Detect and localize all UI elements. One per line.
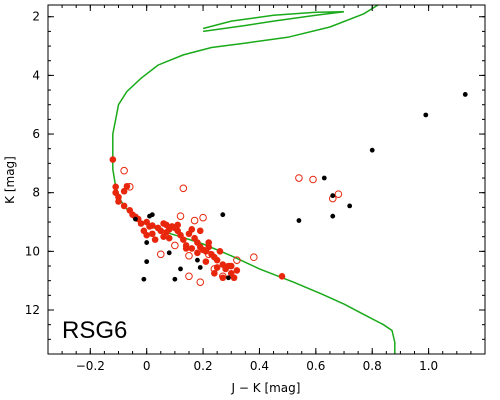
- filled-red-point: [109, 156, 117, 163]
- y-axis-label: K [mag]: [3, 156, 17, 204]
- filled-red-point: [174, 221, 181, 229]
- black-point: [321, 175, 327, 181]
- filled-red-point: [143, 231, 150, 239]
- black-point: [369, 147, 375, 153]
- open-red-point: [190, 216, 199, 225]
- black-point: [330, 213, 336, 219]
- y-tick-label: 10: [25, 244, 40, 258]
- y-tick-label: 6: [32, 127, 40, 141]
- x-tick-label: 0.4: [250, 359, 269, 373]
- open-red-point: [125, 183, 134, 191]
- y-tick-label: 2: [32, 10, 40, 24]
- black-point: [178, 266, 183, 272]
- black-point: [197, 265, 203, 270]
- points-layer: [109, 92, 468, 286]
- ticks-layer: −0.2 0 0.2 0.4 0.6 0.8 1.0 2 4 6 8 10 12: [25, 5, 485, 373]
- open-red-point: [250, 253, 258, 262]
- filled-red-point: [137, 220, 145, 227]
- open-red-point: [309, 175, 317, 184]
- open-red-point: [185, 251, 193, 260]
- black-point: [133, 216, 138, 222]
- y-tick-label: 8: [32, 186, 40, 200]
- isochrone-curve: [112, 5, 396, 354]
- open-red-point: [295, 174, 303, 182]
- filled-red-point: [233, 267, 241, 274]
- filled-red-point: [205, 243, 213, 251]
- black-point: [195, 257, 200, 263]
- black-point: [144, 240, 150, 245]
- isochrone-upper-branch: [202, 10, 345, 33]
- filled-red-point: [157, 227, 165, 235]
- black-point: [141, 276, 147, 282]
- filled-red-point: [216, 248, 224, 255]
- filled-red-point: [120, 187, 128, 195]
- filled-red-point: [115, 198, 122, 205]
- x-tick-label: 0.8: [363, 359, 382, 373]
- filled-red-point: [202, 258, 210, 265]
- open-red-point: [219, 272, 227, 281]
- black-point: [166, 250, 172, 256]
- filled-red-point: [194, 249, 201, 257]
- open-red-point: [210, 265, 219, 273]
- open-red-point: [199, 213, 207, 222]
- filled-red-point: [227, 262, 235, 270]
- black-point: [220, 212, 226, 218]
- black-point: [423, 112, 429, 118]
- filled-red-point: [188, 226, 196, 233]
- open-red-point: [185, 272, 193, 281]
- open-red-point: [334, 190, 343, 198]
- filled-red-point: [196, 227, 204, 235]
- open-red-point: [171, 241, 179, 250]
- open-red-point: [196, 278, 205, 286]
- filled-red-point: [149, 222, 156, 229]
- y-tick-label: 12: [25, 303, 40, 317]
- isochrone-layer: [112, 5, 396, 354]
- black-point: [330, 193, 336, 199]
- black-point: [347, 203, 353, 209]
- filled-red-point: [149, 230, 156, 238]
- open-red-point: [233, 256, 241, 264]
- open-red-point: [204, 250, 213, 259]
- x-tick-label: −0.2: [76, 359, 105, 373]
- black-point: [144, 259, 150, 265]
- filled-red-point: [112, 183, 119, 191]
- black-point: [149, 212, 155, 218]
- filled-red-point: [182, 245, 190, 252]
- black-point: [226, 275, 231, 281]
- x-tick-label: 0: [143, 359, 151, 373]
- open-red-point: [176, 212, 185, 220]
- filled-red-point: [188, 245, 196, 252]
- open-red-point: [179, 184, 188, 193]
- x-tick-label: 0.2: [194, 359, 213, 373]
- filled-red-point: [160, 233, 167, 240]
- filled-red-point: [120, 202, 128, 210]
- open-red-point: [156, 250, 165, 259]
- black-point: [296, 218, 302, 223]
- filled-red-point: [180, 236, 187, 243]
- filled-red-point: [151, 236, 159, 243]
- filled-red-point: [213, 256, 221, 264]
- plot-frame: [47, 4, 486, 355]
- panel-label: RSG6: [62, 317, 127, 344]
- y-tick-label: 4: [32, 68, 40, 82]
- filled-red-point: [230, 274, 238, 282]
- x-tick-label: 0.6: [306, 359, 325, 373]
- black-point: [172, 276, 178, 282]
- filled-red-point: [278, 272, 286, 280]
- filled-red-point: [165, 234, 173, 242]
- x-axis-label: J − K [mag]: [231, 381, 301, 395]
- x-tick-label: 1.0: [419, 359, 438, 373]
- black-point: [462, 92, 468, 97]
- open-red-point: [120, 166, 128, 175]
